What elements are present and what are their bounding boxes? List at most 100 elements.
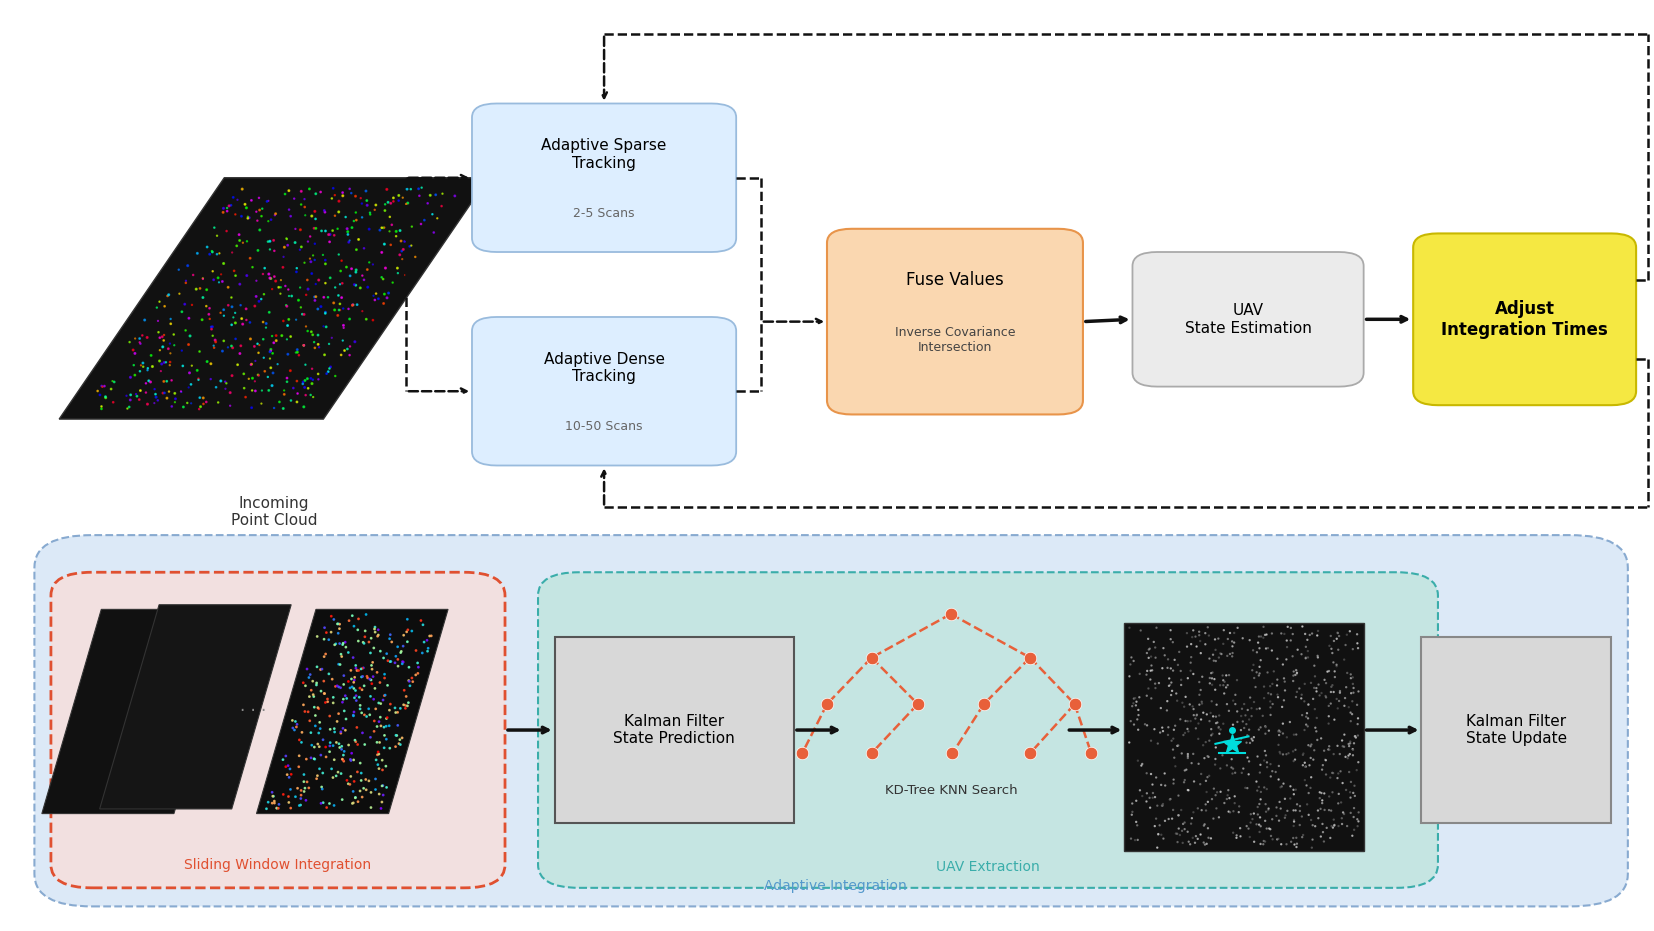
Point bbox=[253, 194, 280, 209]
Point bbox=[1345, 812, 1371, 827]
Point bbox=[1288, 619, 1315, 634]
Point bbox=[1265, 737, 1292, 752]
Point bbox=[404, 655, 430, 670]
Point bbox=[1257, 769, 1284, 784]
Point bbox=[1158, 623, 1184, 638]
Point bbox=[1341, 801, 1368, 816]
Point bbox=[1196, 651, 1222, 666]
Point bbox=[324, 616, 351, 631]
Point bbox=[347, 662, 374, 677]
Point bbox=[1303, 628, 1330, 643]
Point bbox=[273, 760, 299, 775]
Point bbox=[1297, 780, 1323, 795]
Point bbox=[1158, 688, 1184, 703]
Point bbox=[306, 340, 332, 355]
Point bbox=[222, 263, 248, 278]
Point bbox=[1305, 650, 1331, 665]
Point bbox=[1145, 736, 1171, 751]
Point bbox=[402, 668, 428, 682]
Point bbox=[1239, 733, 1265, 748]
Point bbox=[205, 395, 232, 410]
Point bbox=[337, 268, 364, 283]
Point bbox=[1244, 807, 1270, 822]
Point bbox=[1193, 837, 1219, 852]
Point bbox=[1244, 816, 1270, 831]
Point bbox=[394, 689, 420, 704]
Point bbox=[1239, 812, 1265, 827]
Point bbox=[1159, 803, 1186, 817]
Polygon shape bbox=[99, 605, 291, 809]
Point bbox=[291, 767, 318, 782]
Point bbox=[1280, 818, 1307, 833]
Point bbox=[352, 607, 379, 622]
Point bbox=[1158, 734, 1184, 749]
Point bbox=[1340, 670, 1366, 685]
Point bbox=[185, 372, 212, 387]
Point bbox=[91, 379, 117, 394]
Point bbox=[1234, 728, 1260, 743]
Point bbox=[326, 740, 352, 755]
Point bbox=[1216, 783, 1242, 798]
Point bbox=[1236, 821, 1262, 836]
Point bbox=[301, 293, 327, 308]
Point bbox=[1320, 654, 1346, 669]
Point bbox=[273, 232, 299, 247]
Point bbox=[341, 619, 367, 634]
Point bbox=[364, 757, 390, 772]
Point bbox=[1231, 762, 1257, 776]
Point bbox=[246, 191, 273, 206]
Point bbox=[347, 756, 374, 771]
Point bbox=[1189, 803, 1216, 817]
Point bbox=[415, 196, 442, 210]
Point bbox=[1298, 737, 1325, 752]
Point bbox=[394, 625, 420, 640]
Point bbox=[319, 223, 346, 238]
Point bbox=[1126, 783, 1153, 798]
Point bbox=[271, 387, 298, 402]
Point bbox=[175, 380, 202, 395]
Point bbox=[1141, 676, 1168, 691]
Point bbox=[117, 393, 144, 408]
Point bbox=[281, 191, 308, 206]
Point bbox=[301, 252, 327, 267]
Point bbox=[1274, 837, 1300, 852]
Point bbox=[121, 358, 147, 372]
Point bbox=[341, 708, 367, 722]
Point bbox=[1121, 832, 1148, 847]
Point bbox=[1297, 739, 1323, 754]
Point bbox=[327, 724, 354, 739]
Point bbox=[278, 782, 304, 797]
Point bbox=[134, 330, 160, 344]
Point bbox=[339, 297, 366, 312]
Point bbox=[159, 399, 185, 414]
Point bbox=[298, 387, 324, 402]
Point bbox=[301, 204, 327, 219]
Point bbox=[1272, 808, 1298, 823]
Point bbox=[1340, 681, 1366, 695]
Point bbox=[1202, 716, 1229, 731]
Point bbox=[327, 766, 354, 781]
Point bbox=[313, 256, 339, 271]
Point bbox=[291, 781, 318, 796]
Point bbox=[1163, 686, 1189, 701]
Point bbox=[346, 690, 372, 705]
Point bbox=[1254, 627, 1280, 642]
Point bbox=[1338, 670, 1365, 685]
Point bbox=[313, 695, 339, 710]
Point bbox=[1340, 786, 1366, 801]
Point bbox=[311, 290, 337, 304]
Point bbox=[1194, 836, 1221, 851]
Point bbox=[147, 331, 174, 345]
Point bbox=[404, 643, 430, 658]
Point bbox=[367, 696, 394, 711]
Point bbox=[147, 343, 174, 358]
Point bbox=[270, 314, 296, 329]
Point bbox=[1318, 628, 1345, 643]
Point bbox=[1116, 620, 1143, 635]
Point bbox=[1335, 666, 1361, 681]
Point bbox=[1138, 658, 1164, 673]
Point bbox=[303, 186, 329, 201]
Point bbox=[202, 334, 228, 349]
Point bbox=[1277, 633, 1303, 648]
Point bbox=[1168, 746, 1194, 761]
